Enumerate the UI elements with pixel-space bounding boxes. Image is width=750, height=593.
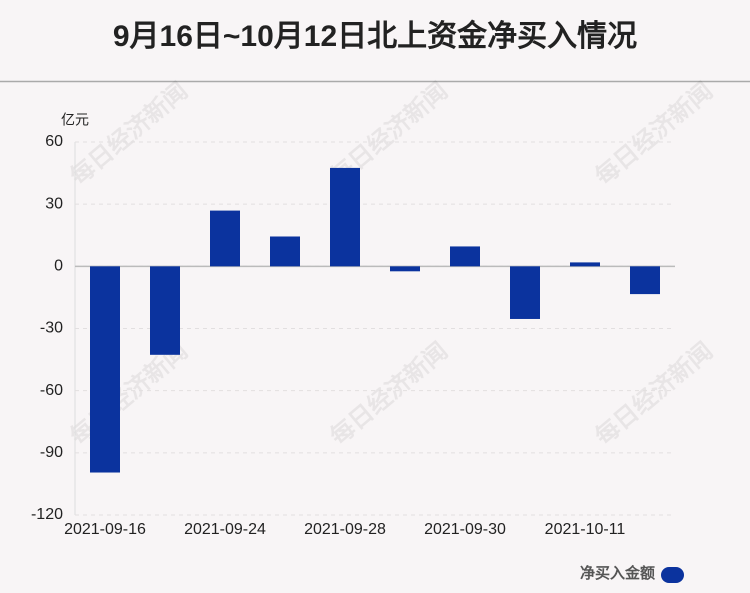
- x-tick-label: 2021-09-30: [424, 521, 506, 538]
- y-tick-label: -120: [31, 506, 63, 523]
- legend-label: 净买入金额: [580, 564, 655, 582]
- y-tick-label: -60: [40, 382, 63, 399]
- x-tick-label: 2021-10-11: [545, 521, 626, 538]
- y-tick-label: 0: [54, 258, 63, 275]
- bar: [390, 266, 420, 272]
- watermark: 每日经济新闻: [325, 337, 453, 451]
- bar: [630, 266, 660, 295]
- bar: [90, 266, 120, 473]
- y-axis-unit: 亿元: [61, 112, 89, 128]
- x-tick-label: 2021-09-24: [184, 521, 266, 538]
- bar: [570, 262, 600, 267]
- watermark: 每日经济新闻: [590, 77, 718, 191]
- bar: [510, 266, 540, 319]
- bar: [450, 246, 480, 267]
- bar: [210, 210, 240, 267]
- chart-title: 9月16日~10月12日北上资金净买入情况: [113, 19, 637, 53]
- watermark: 每日经济新闻: [590, 337, 718, 451]
- bar: [270, 236, 300, 267]
- legend-swatch: [661, 567, 684, 583]
- y-tick-label: -90: [40, 444, 63, 461]
- watermark: 每日经济新闻: [65, 77, 193, 191]
- bar: [150, 266, 180, 355]
- y-tick-label: 30: [45, 195, 63, 212]
- bar: [330, 167, 360, 267]
- y-tick-label: -30: [40, 320, 63, 337]
- x-tick-label: 2021-09-28: [304, 521, 386, 538]
- x-tick-label: 2021-09-16: [64, 521, 146, 538]
- y-tick-label: 60: [45, 133, 63, 150]
